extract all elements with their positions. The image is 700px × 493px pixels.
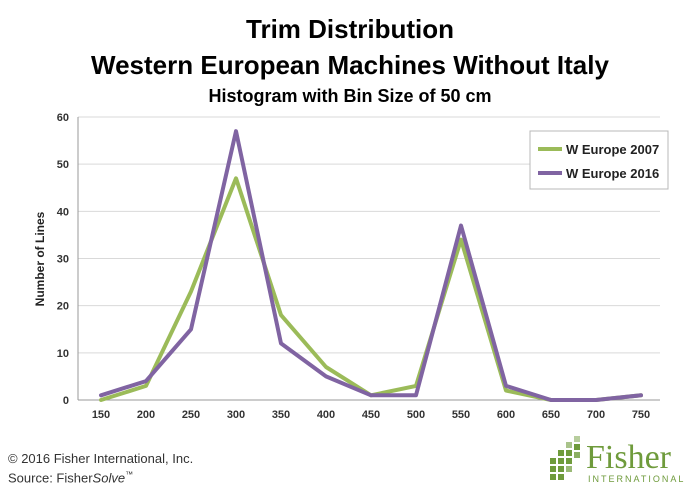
legend-box	[529, 130, 669, 190]
x-tick-label: 400	[317, 409, 335, 421]
y-tick-label: 30	[57, 254, 69, 266]
x-tick-label: 700	[587, 409, 605, 421]
y-tick-label: 10	[57, 348, 69, 360]
x-tick-label: 600	[497, 409, 515, 421]
x-tick-label: 500	[407, 409, 425, 421]
x-tick-label: 550	[452, 409, 470, 421]
y-axis-label: Number of Lines	[33, 211, 47, 306]
source-text: Source: FisherSolve™	[8, 470, 133, 485]
y-tick-label: 60	[57, 112, 69, 124]
legend-label: W Europe 2007	[566, 142, 659, 157]
y-tick-labels: 0 10 20 30 40 50 60	[57, 112, 69, 407]
source-prefix: Source: Fisher	[8, 470, 93, 486]
series-line-2	[99, 129, 643, 402]
logo-tagline: INTERNATIONAL	[588, 474, 685, 484]
x-tick-label: 150	[92, 409, 110, 421]
x-tick-label: 450	[362, 409, 380, 421]
x-tick-label: 200	[137, 409, 155, 421]
source-italic: Solve	[92, 470, 126, 486]
x-tick-label: 300	[227, 409, 245, 421]
fisher-logo: Fisher INTERNATIONAL	[550, 436, 685, 484]
y-tick-label: 50	[57, 159, 69, 171]
legend: W Europe 2007 W Europe 2016	[529, 130, 669, 190]
logo-mark-icon	[550, 436, 580, 480]
legend-label: W Europe 2016	[566, 166, 659, 181]
chart-subtitle: Histogram with Bin Size of 50 cm	[208, 86, 492, 106]
y-tick-label: 0	[63, 395, 69, 407]
x-tick-label: 350	[272, 409, 290, 421]
x-tick-label: 750	[632, 409, 650, 421]
series-lines	[99, 129, 643, 402]
x-tick-label: 650	[542, 409, 560, 421]
y-tick-label: 40	[57, 206, 69, 218]
x-tick-label: 250	[182, 409, 200, 421]
source-trademark: ™	[125, 470, 134, 479]
logo-name: Fisher	[586, 439, 672, 476]
chart-title: Trim Distribution	[246, 14, 454, 44]
x-tick-labels: 150 200 250 300 350 400 450 500 550 600 650 700 750	[92, 409, 650, 421]
y-tick-label: 20	[57, 301, 69, 313]
copyright-text: © 2016 Fisher International, Inc.	[8, 451, 194, 466]
chart-title-line2: Western European Machines Without Italy	[91, 50, 609, 80]
